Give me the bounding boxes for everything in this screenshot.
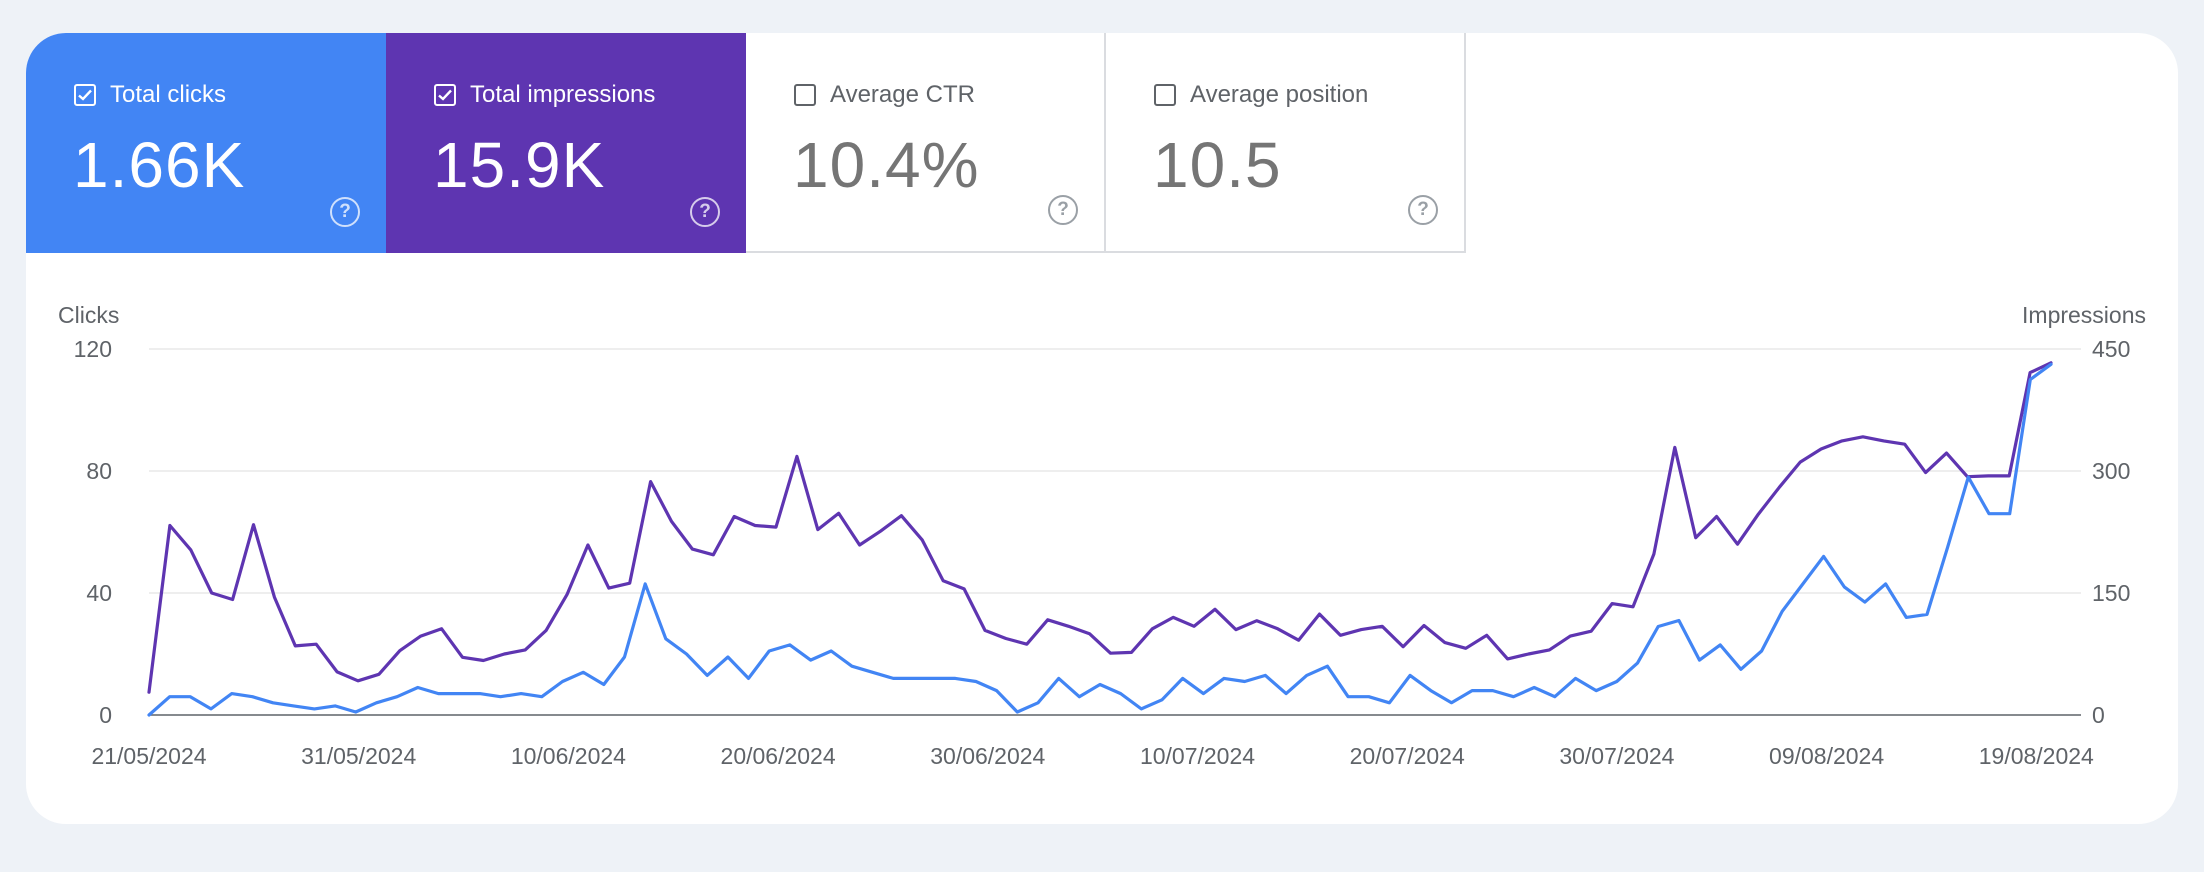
metric-label: Total impressions — [470, 81, 656, 108]
y-right-tick-label: 0 — [2092, 702, 2105, 728]
checkbox-unchecked-icon[interactable] — [794, 84, 816, 106]
x-tick-label: 20/07/2024 — [1350, 743, 1465, 769]
help-icon[interactable]: ? — [330, 197, 360, 227]
x-tick-label: 10/07/2024 — [1140, 743, 1255, 769]
y-right-tick-label: 150 — [2092, 580, 2130, 606]
y-left-axis-label: Clicks — [58, 302, 119, 328]
series-line-impressions — [147, 361, 2053, 694]
metric-value: 10.5 — [1153, 129, 1282, 201]
metric-tile-total-impressions[interactable]: Total impressions 15.9K ? — [386, 33, 746, 253]
y-right-axis-label: Impressions — [2022, 302, 2146, 328]
performance-line-chart: 120 450 80 300 40 150 0 0 Clicks Impressions 21/05… — [58, 302, 2146, 769]
x-tick-label: 31/05/2024 — [301, 743, 416, 769]
x-tick-label: 09/08/2024 — [1769, 743, 1884, 769]
metric-tile-average-position[interactable]: Average position 10.5 ? — [1106, 33, 1466, 253]
checkbox-checked-icon[interactable] — [74, 84, 96, 106]
y-left-tick-label: 120 — [74, 336, 112, 362]
performance-card: Total clicks 1.66K ? Total impressions 1… — [26, 33, 2178, 824]
y-right-tick-label: 300 — [2092, 458, 2130, 484]
metric-value: 15.9K — [433, 129, 606, 201]
metric-label: Average position — [1190, 81, 1369, 108]
x-tick-label: 20/06/2024 — [721, 743, 836, 769]
help-icon[interactable]: ? — [1408, 195, 1438, 225]
metric-tile-header: Total impressions — [434, 81, 655, 109]
metric-value: 10.4% — [793, 129, 980, 201]
metric-tiles: Total clicks 1.66K ? Total impressions 1… — [26, 33, 1466, 253]
help-icon[interactable]: ? — [1048, 195, 1078, 225]
x-tick-label: 19/08/2024 — [1979, 743, 2094, 769]
metric-tile-average-ctr[interactable]: Average CTR 10.4% ? — [746, 33, 1106, 253]
x-tick-label: 10/06/2024 — [511, 743, 626, 769]
checkbox-checked-icon[interactable] — [434, 84, 456, 106]
y-left-tick-label: 40 — [86, 580, 112, 606]
metric-tile-total-clicks[interactable]: Total clicks 1.66K ? — [26, 33, 386, 253]
x-tick-label: 30/07/2024 — [1559, 743, 1674, 769]
metric-value: 1.66K — [73, 129, 246, 201]
metric-tile-header: Average position — [1154, 81, 1368, 109]
y-left-tick-label: 80 — [86, 458, 112, 484]
metric-label: Total clicks — [110, 81, 227, 108]
metric-tile-header: Average CTR — [794, 81, 975, 109]
checkbox-unchecked-icon[interactable] — [1154, 84, 1176, 106]
series-line-clicks — [147, 362, 2053, 717]
y-left-tick-label: 0 — [99, 702, 112, 728]
metric-label: Average CTR — [830, 81, 975, 108]
y-right-tick-label: 450 — [2092, 336, 2130, 362]
help-icon[interactable]: ? — [690, 197, 720, 227]
metric-tile-header: Total clicks — [74, 81, 226, 109]
x-tick-label: 21/05/2024 — [91, 743, 206, 769]
x-tick-label: 30/06/2024 — [930, 743, 1045, 769]
